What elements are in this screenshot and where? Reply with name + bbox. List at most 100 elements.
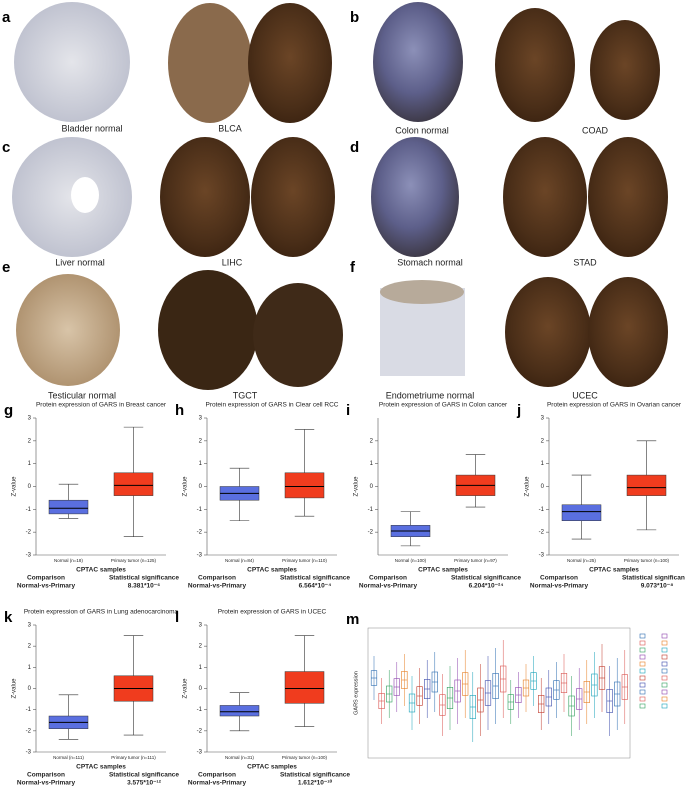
caption: LIHC — [222, 257, 243, 267]
box — [284, 671, 325, 704]
y-tick-label: 0 — [28, 484, 32, 490]
decor-legend-key — [661, 654, 668, 660]
significance: 8.381*10⁻⁶ — [128, 583, 160, 590]
y-tick-label: -3 — [26, 750, 32, 756]
panel-letter: i — [346, 402, 350, 419]
x-tick-label: Primary tumor (n=97) — [454, 558, 497, 563]
box — [219, 705, 260, 717]
y-axis-label: Z-value — [183, 678, 189, 699]
y-tick-label: 2 — [199, 644, 203, 650]
y-tick-label: 1 — [199, 461, 203, 467]
y-axis-label: Z-value — [12, 476, 18, 497]
y-tick-label: -2 — [539, 530, 545, 536]
caption: Endometriume normal — [386, 390, 475, 400]
box — [284, 472, 325, 499]
decor-legend-key — [661, 696, 668, 702]
caption: TGCT — [233, 390, 258, 400]
significance-header: Statistical significance — [280, 772, 350, 779]
comparison: Normal-vs-Primary — [188, 583, 247, 590]
y-tick-label: 0 — [199, 484, 203, 490]
y-tick-label: -1 — [197, 507, 203, 513]
panel-letter: h — [175, 402, 184, 419]
caption: COAD — [582, 125, 609, 135]
y-tick-label: 2 — [541, 438, 545, 444]
plot-frame — [367, 627, 631, 759]
caption: Bladder normal — [61, 123, 122, 133]
tissue-core — [503, 137, 587, 257]
tissue-core — [588, 277, 668, 387]
x-tick-label: Primary tumor (n=100) — [282, 755, 328, 760]
caption: Stomach normal — [397, 257, 463, 267]
significance: 3.575*10⁻¹² — [127, 780, 162, 787]
caption: UCEC — [572, 390, 598, 400]
y-tick-label: 2 — [370, 438, 374, 444]
tissue-core — [373, 2, 463, 122]
decor-legend-key — [639, 682, 646, 688]
y-tick-label: 2 — [199, 438, 203, 444]
decor-legend-key — [661, 675, 668, 681]
decor-legend-key — [639, 661, 646, 667]
decor-legend-key — [661, 633, 668, 639]
comparison: Normal-vs-Primary — [530, 583, 589, 590]
chart-title: Protein expression of GARS in UCEC — [218, 609, 327, 616]
comparison-header: Comparison — [198, 575, 236, 582]
box — [626, 474, 667, 496]
y-tick-label: -2 — [26, 530, 32, 536]
tissue-core — [371, 137, 459, 257]
decor-legend-key — [639, 703, 646, 709]
y-tick-label: -2 — [26, 728, 32, 734]
decor-legend-key — [639, 675, 646, 681]
panel-letter: g — [4, 402, 13, 419]
y-tick-label: -1 — [197, 707, 203, 713]
comparison: Normal-vs-Primary — [188, 780, 247, 787]
chart-title: Protein expression of GARS in Lung adeno… — [24, 609, 179, 616]
panel-letter: l — [175, 609, 179, 626]
decor-legend-key — [661, 661, 668, 667]
tissue-core — [505, 277, 591, 387]
y-tick-label: 0 — [199, 686, 203, 692]
x-axis-label: CPTAC samples — [76, 567, 126, 574]
y-tick-label: 1 — [28, 461, 32, 467]
tissue-core — [248, 3, 332, 123]
y-tick-label: -3 — [26, 553, 32, 559]
panel-letter: j — [516, 402, 521, 419]
significance-header: Statistical significance — [109, 772, 179, 779]
tissue-core — [495, 8, 575, 122]
y-axis-label: GARS expression — [353, 671, 359, 715]
y-tick-label: 0 — [541, 484, 545, 490]
y-tick-label: 3 — [541, 416, 545, 422]
x-tick-label: Primary tumor (n=100) — [624, 558, 670, 563]
comparison-header: Comparison — [27, 575, 65, 582]
significance-header: Statistical significance — [451, 575, 521, 582]
panel-letter: d — [350, 139, 359, 156]
x-tick-label: Normal (n=84) — [225, 558, 254, 563]
comparison-header: Comparison — [27, 772, 65, 779]
significance-header: Statistical significance — [109, 575, 179, 582]
y-tick-label: -3 — [539, 553, 545, 559]
decor-legend-key — [661, 640, 668, 646]
y-tick-label: 1 — [541, 461, 545, 467]
significance-header: Statistical significance — [280, 575, 350, 582]
decor-legend-key — [639, 696, 646, 702]
tissue-images — [12, 2, 668, 390]
x-axis-label: CPTAC samples — [418, 567, 468, 574]
decor-legend-key — [661, 703, 668, 709]
y-tick-label: -1 — [368, 507, 374, 513]
decor-legend-key — [639, 640, 646, 646]
x-axis-label: CPTAC samples — [247, 567, 297, 574]
decor-legend-key — [639, 654, 646, 660]
y-tick-label: 2 — [28, 438, 32, 444]
decor-legend-key — [661, 647, 668, 653]
y-tick-label: 1 — [370, 461, 374, 467]
y-tick-label: -2 — [197, 728, 203, 734]
decor-legend-key — [661, 689, 668, 695]
decor-legend-key — [639, 668, 646, 674]
decor-legend-key — [639, 689, 646, 695]
y-tick-label: -3 — [197, 553, 203, 559]
significance: 1.612*10⁻¹⁰ — [298, 779, 333, 787]
caption: BLCA — [218, 123, 242, 133]
y-tick-label: 2 — [28, 644, 32, 650]
chart-title: Protein expression of GARS in Breast can… — [36, 402, 167, 409]
